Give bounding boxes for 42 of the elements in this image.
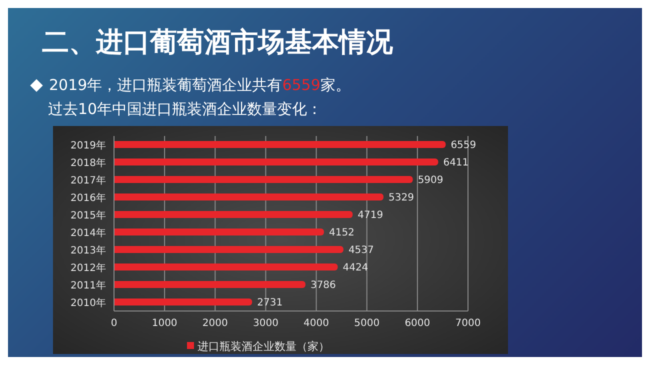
y-tick-label: 2013年 bbox=[70, 244, 106, 256]
legend-label: 进口瓶装酒企业数量（家） bbox=[198, 340, 330, 353]
y-tick-label: 2017年 bbox=[70, 174, 106, 186]
y-tick-label: 2015年 bbox=[70, 209, 106, 222]
text: 过去10年中国进口瓶装酒企业数量变化： bbox=[48, 100, 322, 119]
data-label: 2731 bbox=[257, 298, 283, 309]
y-tick-label: 2019年 bbox=[70, 139, 106, 152]
bar bbox=[114, 281, 306, 288]
y-tick-label: 2012年 bbox=[70, 262, 106, 274]
bar bbox=[114, 264, 338, 270]
x-tick-label: 1000 bbox=[152, 318, 178, 330]
data-label: 4424 bbox=[342, 262, 368, 274]
x-tick-label: 2000 bbox=[202, 318, 228, 330]
x-tick-label: 3000 bbox=[252, 318, 278, 330]
chart-subtitle: 2019年，进口瓶装葡萄酒企业共有6559家。 bbox=[49, 76, 350, 94]
x-tick-label: 6000 bbox=[404, 318, 430, 330]
x-tick-label: 4000 bbox=[304, 318, 330, 330]
x-tick-label: 0 bbox=[110, 318, 118, 330]
bar bbox=[114, 228, 324, 236]
y-tick-label: 2011年 bbox=[70, 279, 106, 292]
y-tick-label: 2018年 bbox=[70, 156, 106, 169]
bar bbox=[114, 246, 344, 253]
bar bbox=[114, 211, 353, 218]
data-label: 5329 bbox=[388, 192, 414, 204]
data-label: 6411 bbox=[443, 158, 469, 169]
bar bbox=[114, 298, 252, 306]
y-tick-label: 2016年 bbox=[70, 192, 106, 204]
chart-title: 二、进口葡萄酒市场基本情况 bbox=[42, 26, 393, 60]
x-tick-label: 5000 bbox=[354, 318, 380, 330]
x-tick-label: 7000 bbox=[455, 318, 481, 330]
data-label: 6559 bbox=[450, 140, 476, 152]
data-label: 4719 bbox=[358, 210, 384, 222]
bar bbox=[114, 158, 438, 166]
data-label: 3786 bbox=[310, 280, 336, 292]
bar bbox=[114, 141, 446, 148]
data-label: 4537 bbox=[348, 245, 374, 256]
data-label: 4152 bbox=[328, 228, 354, 239]
y-tick-label: 2010年 bbox=[70, 296, 106, 309]
data-label: 5909 bbox=[418, 175, 444, 186]
y-tick-label: 2014年 bbox=[70, 226, 106, 239]
bar bbox=[114, 194, 384, 200]
bar bbox=[114, 176, 413, 183]
